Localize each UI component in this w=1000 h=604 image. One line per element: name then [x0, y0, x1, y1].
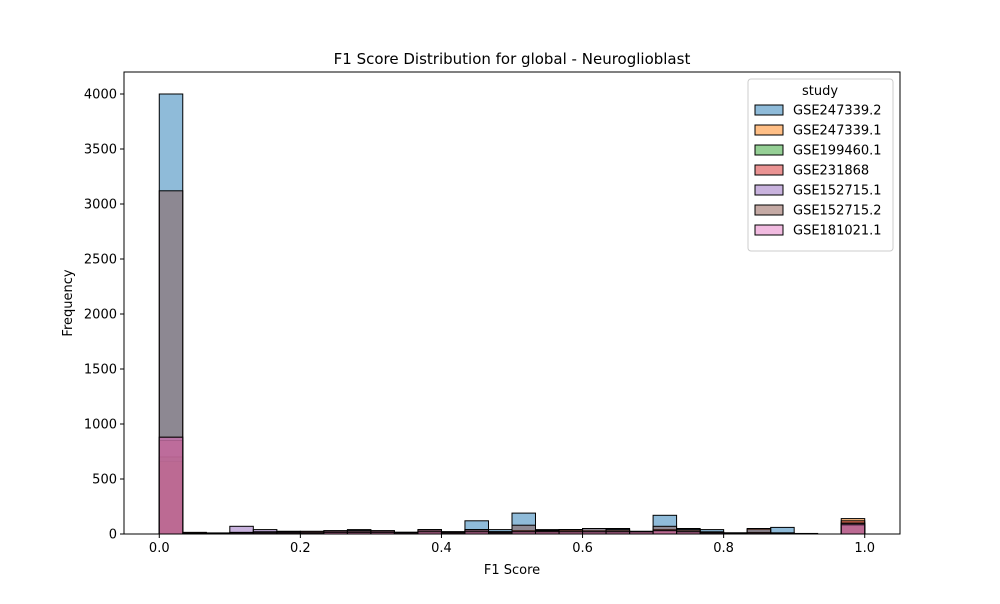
y-tick-label: 2000 [84, 308, 117, 323]
x-tick-label: 0.4 [431, 541, 452, 556]
plot-frame [123, 71, 901, 535]
legend: study GSE247339.2GSE247339.1GSE199460.1G… [747, 78, 894, 252]
legend-label: GSE152715.2 [793, 204, 882, 219]
y-tick-label: 4000 [84, 88, 117, 103]
x-axis: 0.0 0.2 0.4 0.6 0.8 1.0 [149, 534, 875, 556]
legend-swatch [754, 184, 784, 196]
legend-swatch [754, 204, 784, 216]
y-tick-label: 500 [92, 473, 117, 488]
bar-GSE181021.1-30 [840, 523, 866, 535]
legend-items: GSE247339.2 GSE247339.1 GSE199460.1 GSE2318… [754, 104, 882, 239]
x-tick-label: 0.2 [290, 541, 311, 556]
legend-swatch [754, 144, 784, 156]
x-axis-label: F1 Score [484, 563, 540, 578]
y-tick-label: 3500 [84, 143, 117, 158]
legend-label: GSE247339.2 [793, 104, 882, 119]
legend-swatch [754, 104, 784, 116]
y-tick-label: 0 [109, 528, 117, 543]
y-axis-label: Frequency [61, 269, 76, 336]
x-tick-label: 0.6 [572, 541, 593, 556]
legend-swatch [754, 224, 784, 236]
legend-title: study [802, 84, 838, 99]
legend-label: GSE247339.1 [793, 124, 882, 139]
legend-frame [747, 78, 894, 252]
legend-swatch [754, 164, 784, 176]
x-tick-label: 0.0 [149, 541, 170, 556]
y-tick-label: 1500 [84, 363, 117, 378]
legend-swatch [754, 124, 784, 136]
y-tick-label: 3000 [84, 198, 117, 213]
x-tick-label: 0.8 [713, 541, 734, 556]
legend-label: GSE199460.1 [793, 144, 882, 159]
legend-label: GSE181021.1 [793, 224, 882, 239]
chart-title: F1 Score Distribution for global - Neuro… [334, 50, 691, 68]
x-tick-label: 1.0 [854, 541, 875, 556]
legend-label: GSE152715.1 [793, 184, 882, 199]
y-tick-label: 1000 [84, 418, 117, 433]
y-axis: 0 500 1000 1500 2000 2500 3000 3500 4000 [84, 88, 124, 543]
legend-label: GSE231868 [793, 164, 869, 179]
y-tick-label: 2500 [84, 253, 117, 268]
bar-GSE181021.1-0 [158, 436, 184, 535]
